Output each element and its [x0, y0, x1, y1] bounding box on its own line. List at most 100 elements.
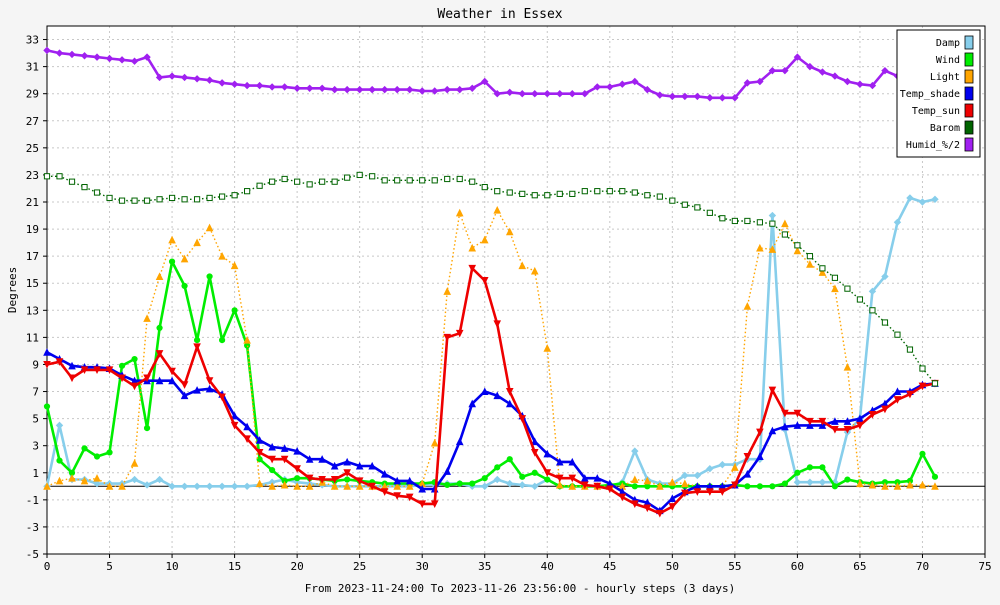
- plot-frame: [46, 25, 986, 555]
- data-point-damp: [818, 478, 827, 486]
- data-point-light: [881, 482, 889, 490]
- data-point-barom: [106, 194, 113, 202]
- data-point-barom: [606, 188, 613, 195]
- y-tick-label: 29: [26, 88, 39, 101]
- data-point-temp-shade: [318, 455, 326, 463]
- data-point-temp-sun: [831, 425, 839, 434]
- data-point-barom: [706, 209, 713, 216]
- data-point-light: [230, 261, 239, 270]
- data-point-light: [768, 245, 777, 253]
- data-point-humid-2: [543, 89, 551, 98]
- data-point-barom: [281, 175, 288, 183]
- data-point-temp-sun: [618, 493, 627, 502]
- data-point-barom: [556, 190, 563, 197]
- data-point-humid-2: [506, 88, 514, 97]
- x-tick-label: 60: [791, 560, 804, 573]
- data-point-wind: [218, 336, 226, 344]
- data-point-temp-sun: [743, 453, 752, 461]
- data-point-light: [405, 482, 414, 490]
- data-point-barom: [644, 192, 651, 199]
- data-point-humid-2: [218, 79, 226, 87]
- data-point-barom: [56, 173, 63, 180]
- data-point-wind: [193, 336, 201, 344]
- data-point-temp-shade: [368, 461, 376, 470]
- data-point-temp-shade: [230, 411, 239, 420]
- data-point-wind: [269, 466, 276, 474]
- data-point-temp-shade: [756, 452, 764, 461]
- data-point-humid-2: [531, 89, 539, 98]
- data-point-light: [643, 476, 652, 485]
- data-point-barom: [781, 231, 788, 238]
- data-point-temp-shade: [843, 417, 852, 425]
- data-point-temp-shade: [418, 484, 427, 493]
- data-point-humid-2: [43, 46, 51, 55]
- x-tick-label: 35: [478, 560, 491, 573]
- data-point-humid-2: [818, 68, 827, 76]
- data-point-humid-2: [881, 66, 889, 75]
- data-point-barom: [531, 192, 538, 199]
- data-point-barom: [381, 177, 388, 184]
- data-point-barom: [919, 365, 926, 372]
- data-point-temp-sun: [230, 421, 239, 430]
- data-point-temp-sun: [856, 421, 864, 430]
- series-temp-sun: [43, 264, 939, 518]
- data-point-humid-2: [155, 73, 164, 82]
- y-tick-label: 15: [26, 277, 39, 290]
- y-tick-label: 25: [26, 142, 39, 155]
- data-point-barom: [444, 175, 451, 183]
- data-point-light: [293, 482, 301, 490]
- data-point-humid-2: [668, 92, 677, 101]
- data-point-temp-sun: [555, 474, 564, 483]
- data-point-humid-2: [243, 81, 251, 90]
- data-point-wind: [244, 342, 251, 349]
- data-point-temp-sun: [718, 488, 727, 496]
- data-point-humid-2: [568, 89, 576, 98]
- data-point-damp: [681, 471, 689, 480]
- data-point-humid-2: [768, 66, 777, 75]
- series-line-temp-sun: [46, 266, 936, 515]
- legend-swatch-temp-sun: [964, 103, 974, 118]
- data-point-barom: [244, 188, 251, 195]
- data-point-temp-sun: [505, 388, 514, 396]
- data-point-humid-2: [806, 62, 814, 71]
- legend-label-temp-shade: Temp_shade: [900, 89, 960, 100]
- data-point-damp: [518, 481, 526, 489]
- data-point-temp-sun: [193, 343, 201, 351]
- data-point-barom: [931, 380, 939, 387]
- data-point-temp-shade: [255, 436, 264, 444]
- data-point-light: [493, 206, 502, 214]
- data-point-temp-sun: [405, 493, 414, 502]
- data-point-light: [468, 243, 477, 252]
- y-axis-label: Degrees: [6, 267, 19, 313]
- data-point-light: [668, 478, 677, 486]
- data-point-barom: [594, 188, 601, 195]
- data-point-damp: [130, 475, 139, 484]
- data-point-humid-2: [618, 80, 627, 88]
- data-point-light: [631, 475, 639, 484]
- data-point-barom: [93, 189, 101, 196]
- data-point-temp-sun: [255, 448, 264, 457]
- data-point-damp: [718, 460, 727, 469]
- data-point-barom: [569, 190, 576, 197]
- data-point-light: [480, 235, 489, 244]
- legend-label-barom: Barom: [930, 123, 960, 134]
- data-point-temp-sun: [468, 264, 477, 273]
- data-point-temp-sun: [305, 474, 314, 483]
- data-point-wind: [819, 464, 826, 471]
- data-point-barom: [231, 192, 238, 199]
- data-point-wind: [481, 475, 488, 482]
- data-point-humid-2: [593, 83, 602, 91]
- data-point-temp-sun: [355, 477, 364, 486]
- data-point-humid-2: [868, 81, 877, 90]
- data-point-temp-sun: [368, 482, 376, 491]
- data-point-light: [781, 219, 789, 228]
- data-point-light: [818, 268, 827, 276]
- data-point-temp-sun: [243, 435, 251, 444]
- data-point-barom: [406, 177, 413, 184]
- data-point-temp-shade: [893, 387, 902, 396]
- data-point-light: [118, 482, 126, 490]
- data-point-barom: [544, 192, 551, 199]
- series-humid-2: [43, 46, 939, 102]
- data-point-temp-sun: [693, 488, 702, 496]
